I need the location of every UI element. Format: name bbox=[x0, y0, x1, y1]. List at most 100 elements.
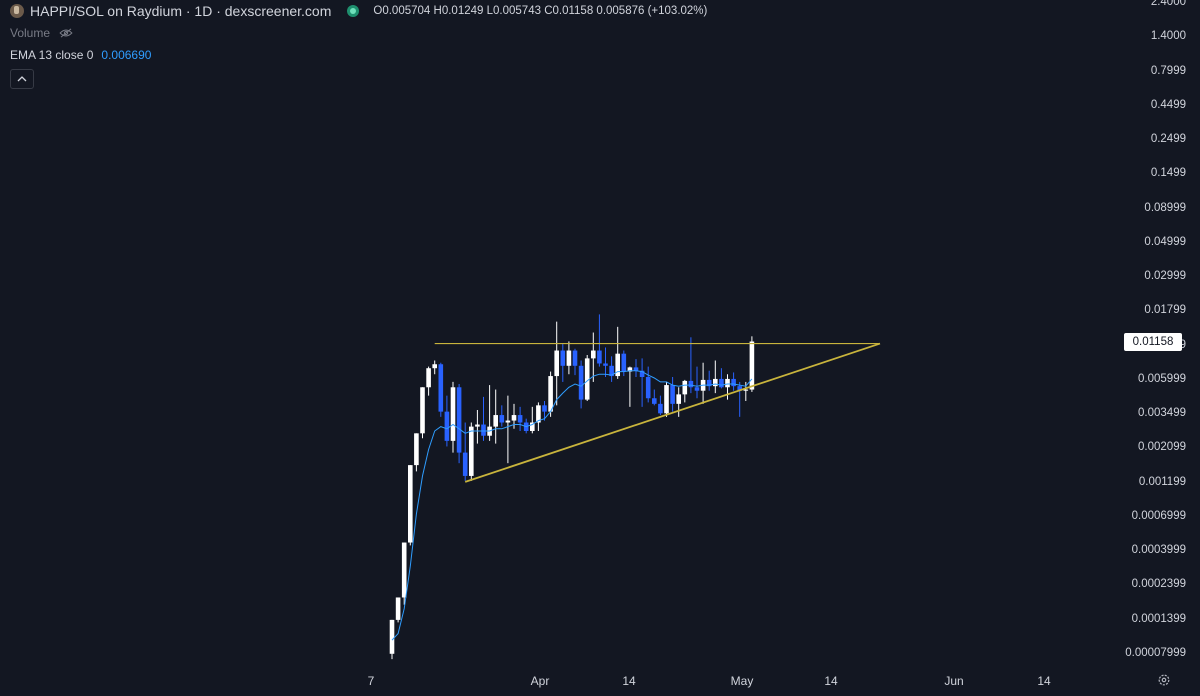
candle-body bbox=[621, 353, 627, 372]
low-value: 0.005743 bbox=[493, 5, 541, 17]
collapse-legend-button[interactable] bbox=[10, 69, 34, 89]
price-scale-label: 0.0006999 bbox=[1131, 509, 1186, 522]
candle-body bbox=[499, 415, 505, 423]
candle-body bbox=[639, 370, 645, 378]
price-scale-label: 0.0001399 bbox=[1131, 612, 1186, 625]
candles-layer bbox=[389, 314, 755, 660]
candle-body bbox=[414, 433, 419, 466]
price-scale-label: 0.003499 bbox=[1138, 407, 1186, 420]
time-scale-label: 14 bbox=[1037, 674, 1051, 688]
candle-body bbox=[517, 415, 523, 423]
candle-body bbox=[456, 387, 462, 453]
price-scale-label: 0.02999 bbox=[1144, 270, 1186, 283]
open-label: O bbox=[373, 5, 383, 17]
candle-body bbox=[645, 377, 651, 399]
candle-body bbox=[737, 386, 742, 391]
candle-body bbox=[560, 350, 566, 366]
candle-body bbox=[462, 452, 468, 476]
support-trendline bbox=[464, 342, 881, 483]
volume-row[interactable]: Volume bbox=[10, 22, 707, 44]
price-scale-label: 0.2499 bbox=[1150, 133, 1186, 146]
candle-body bbox=[420, 387, 425, 434]
candle-body bbox=[536, 405, 541, 423]
candle-body bbox=[597, 350, 602, 364]
price-chart[interactable] bbox=[0, 0, 1110, 668]
candle-body bbox=[749, 341, 755, 390]
candle-body bbox=[401, 542, 407, 598]
candle-body bbox=[530, 422, 535, 432]
price-scale-label: 2.4000 bbox=[1150, 0, 1186, 8]
gear-icon[interactable] bbox=[1157, 673, 1171, 687]
chart-legend: HAPPI/SOL on Raydium · 1D · dexscreener.… bbox=[10, 0, 707, 89]
chart-title[interactable]: HAPPI/SOL on Raydium · 1D · dexscreener.… bbox=[30, 3, 332, 19]
candle-body bbox=[591, 350, 596, 359]
candle-body bbox=[481, 424, 486, 436]
ema-line bbox=[391, 370, 753, 641]
high-label: H bbox=[433, 5, 442, 17]
candle-body bbox=[493, 415, 498, 427]
close-label: C bbox=[544, 5, 553, 17]
candle-body bbox=[444, 411, 450, 441]
candle-body bbox=[627, 367, 633, 372]
candle-body bbox=[725, 378, 730, 388]
candle-body bbox=[719, 378, 724, 388]
price-scale-label: 0.001199 bbox=[1138, 475, 1186, 488]
candle-body bbox=[743, 389, 749, 391]
candle-body bbox=[432, 364, 437, 369]
price-scale-label: 0.08999 bbox=[1144, 201, 1186, 214]
price-scale-label: 0.00007999 bbox=[1125, 647, 1186, 659]
ohlc-values: O0.005704 H0.01249 L0.005743 C0.01158 0.… bbox=[373, 5, 707, 17]
low-label: L bbox=[486, 5, 494, 17]
price-scale-label: 0.04999 bbox=[1144, 235, 1186, 248]
price-scale-label: 0.1499 bbox=[1150, 167, 1186, 180]
candle-body bbox=[615, 353, 620, 377]
candle-body bbox=[688, 380, 694, 388]
chevron-up-icon bbox=[17, 76, 27, 82]
title-row: HAPPI/SOL on Raydium · 1D · dexscreener.… bbox=[10, 0, 707, 22]
candle-body bbox=[670, 385, 675, 404]
candle-body bbox=[572, 350, 578, 366]
open-value: 0.005704 bbox=[382, 5, 431, 17]
candle-body bbox=[426, 368, 431, 388]
drawings-layer bbox=[391, 342, 881, 641]
price-scale-label: 0.0002399 bbox=[1131, 578, 1186, 591]
market-status-icon[interactable] bbox=[347, 5, 360, 17]
high-value: 0.01249 bbox=[441, 5, 484, 17]
time-scale-label: 14 bbox=[824, 674, 838, 688]
price-scale-label: 1.4000 bbox=[1150, 30, 1186, 43]
time-scale-label: 7 bbox=[367, 674, 375, 688]
eye-off-icon[interactable] bbox=[58, 28, 74, 38]
ema-label: EMA 13 close 0 bbox=[10, 48, 94, 62]
candle-body bbox=[658, 403, 663, 414]
candle-body bbox=[511, 415, 517, 421]
price-scale-label: 0.01799 bbox=[1144, 304, 1186, 317]
candle-body bbox=[389, 619, 395, 654]
candle-body bbox=[633, 367, 639, 371]
price-scale-label: 0.0003999 bbox=[1131, 544, 1186, 557]
ema-row[interactable]: EMA 13 close 0 0.006690 bbox=[10, 44, 707, 66]
price-scale[interactable]: 2.4000 1.4000 0.7999 0.4499 0.2499 0.1499 0.08… bbox=[1110, 0, 1200, 668]
price-scale-label: 0.4499 bbox=[1150, 98, 1186, 111]
candle-body bbox=[408, 465, 413, 543]
current-price-tag: 0.01158 bbox=[1124, 332, 1182, 351]
candle-body bbox=[438, 364, 444, 412]
candle-body bbox=[395, 597, 401, 620]
candle-body bbox=[694, 387, 700, 391]
time-scale-label: May bbox=[730, 674, 754, 688]
time-scale-label: Apr bbox=[530, 674, 550, 688]
candle-body bbox=[450, 387, 456, 441]
candle-body bbox=[475, 424, 480, 427]
candle-body bbox=[713, 378, 718, 387]
candle-body bbox=[676, 394, 681, 404]
candle-body bbox=[682, 380, 688, 395]
time-scale[interactable]: 7 Apr 14 May 14 Jun 14 bbox=[0, 668, 1110, 696]
candle-body bbox=[548, 376, 553, 412]
candle-body bbox=[566, 350, 572, 366]
time-scale-label: Jun bbox=[944, 674, 964, 688]
price-scale-label: 0.002099 bbox=[1138, 441, 1186, 454]
volume-label: Volume bbox=[10, 26, 51, 40]
candle-body bbox=[542, 405, 547, 412]
candle-body bbox=[609, 365, 614, 377]
candle-body bbox=[652, 398, 657, 404]
change-value: 0.005876 (+103.02%) bbox=[596, 5, 708, 17]
